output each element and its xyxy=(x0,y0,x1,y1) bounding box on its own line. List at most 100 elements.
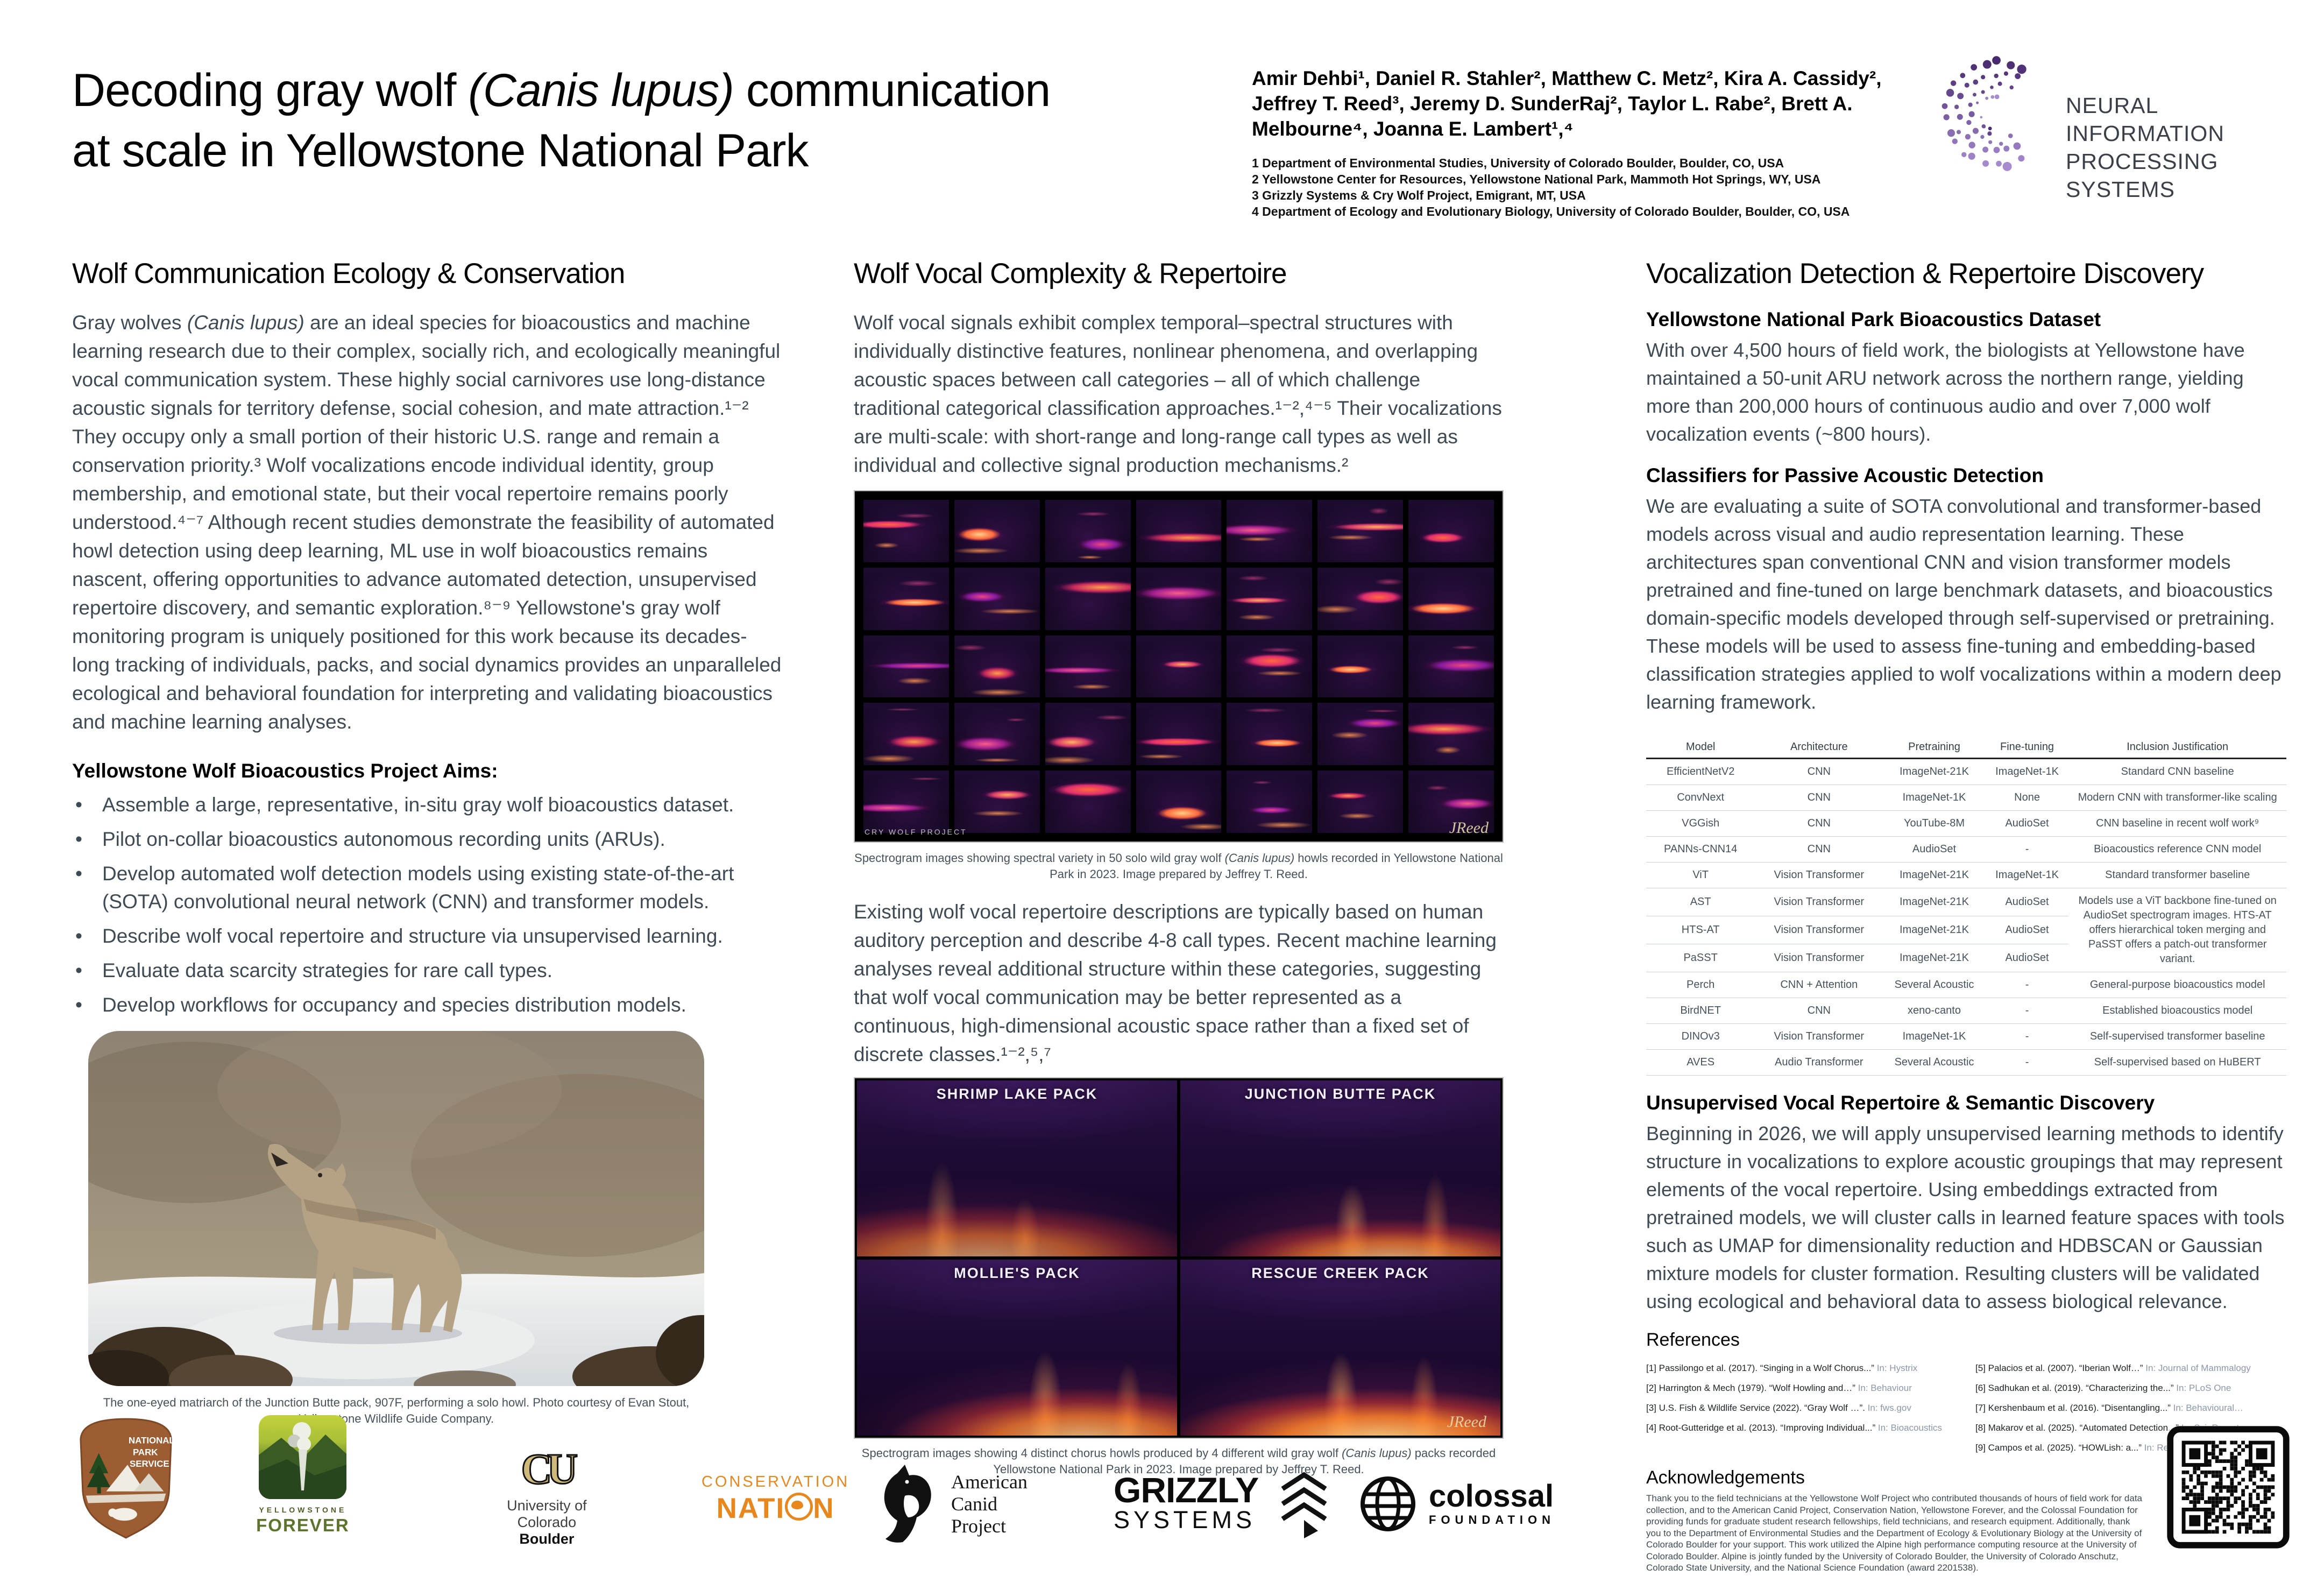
repertoire-paragraph: Existing wolf vocal repertoire descripti… xyxy=(854,901,1497,1065)
neurips-line1: NEURAL INFORMATION xyxy=(2066,93,2224,146)
list-item: Assemble a large, representative, in-sit… xyxy=(72,791,783,819)
aims-heading: Yellowstone Wolf Bioacoustics Project Ai… xyxy=(72,760,498,782)
poster-root: { "accent": {"body_text": "#3e4a54", "ve… xyxy=(0,0,2324,1550)
acknowledgements-text: Thank you to the field technicians at th… xyxy=(1646,1493,2143,1573)
ref-text: [8] Makarov et al. (2025). “Automated De… xyxy=(1975,1423,2181,1433)
table-row: ViT Vision Transformer ImageNet-21K ImageNe… xyxy=(1646,862,2286,888)
qr-code xyxy=(2167,1426,2290,1549)
spectrogram-tile xyxy=(863,500,949,562)
classifiers-paragraph: We are evaluating a suite of SOTA convol… xyxy=(1646,495,2282,713)
affiliation-list: 1 Department of Environmental Studies, U… xyxy=(1252,155,1924,220)
spectrogram-tile xyxy=(1408,703,1494,766)
spectrogram-tile xyxy=(1227,703,1313,766)
reference-column-left: [1] Passilongo et al. (2017). “Singing i… xyxy=(1646,1358,1957,1458)
acp-line1: American xyxy=(951,1471,1028,1493)
figure1-caption: Spectrogram images showing spectral vari… xyxy=(854,850,1504,882)
figure-signature: JReed xyxy=(1447,1413,1486,1431)
table-cell: Perch xyxy=(1646,972,1755,998)
neurips-wordmark: NEURAL INFORMATION PROCESSING SYSTEMS xyxy=(2066,91,2313,203)
spectrogram-tile xyxy=(1317,635,1404,698)
nps-logo-icon: NATIONAL PARK SERVICE xyxy=(80,1418,175,1539)
reference: [7] Kershenbaum et al. (2016). “Disentan… xyxy=(1975,1398,2286,1418)
spectrogram-tile xyxy=(1045,771,1131,833)
ecology-paragraph: Gray wolves (Canis lupus) are an ideal s… xyxy=(72,308,783,736)
table-cell: Vision Transformer xyxy=(1755,916,1883,944)
neurips-dots-icon xyxy=(1942,56,2027,171)
ref-text: [4] Root-Gutteridge et al. (2013). “Impr… xyxy=(1646,1423,1878,1433)
pack-label: RESCUE CREEK PACK xyxy=(1251,1265,1429,1281)
wolf-photo xyxy=(88,1031,704,1386)
yellowstone-forever-line2: FOREVER xyxy=(256,1515,350,1535)
column-header: Pretraining xyxy=(1883,737,1986,759)
table-cell: ImageNet-21K xyxy=(1883,944,1986,972)
affiliation: 3 Grizzly Systems & Cry Wolf Project, Em… xyxy=(1252,188,1586,202)
list-item: Describe wolf vocal repertoire and struc… xyxy=(72,922,783,950)
affiliation: 2 Yellowstone Center for Resources, Yell… xyxy=(1252,172,1821,186)
conservation-line: CONSERVATION xyxy=(701,1473,850,1490)
spectrogram-tile xyxy=(1317,703,1404,766)
column-header: Architecture xyxy=(1755,737,1883,759)
ref-venue: In: Behaviour xyxy=(1858,1383,1912,1393)
yellowstone-forever-line1: YELLOWSTONE xyxy=(259,1506,347,1514)
table-cell: HTS-AT xyxy=(1646,916,1755,944)
table-cell-merged: Models use a ViT backbone fine-tuned on … xyxy=(2068,888,2286,972)
spectrogram-tile xyxy=(1136,567,1222,630)
table-cell: AudioSet xyxy=(1985,944,2069,972)
nation-post: N xyxy=(813,1493,835,1524)
caption-pre: Spectrogram images showing 4 distinct ch… xyxy=(861,1446,1342,1460)
title-species: (Canis lupus) xyxy=(468,65,734,116)
title-pre: Decoding gray wolf xyxy=(72,65,469,116)
spectrogram-tile xyxy=(954,567,1040,630)
ref-text: [7] Kershenbaum et al. (2016). “Disentan… xyxy=(1975,1403,2173,1413)
spectrogram-tile xyxy=(1227,635,1313,698)
reference: [6] Sadhukan et al. (2019). “Characteriz… xyxy=(1975,1378,2286,1398)
table-cell: YouTube-8M xyxy=(1883,810,1986,837)
table-cell: VGGish xyxy=(1646,810,1755,837)
section-heading-ecology: Wolf Communication Ecology & Conservatio… xyxy=(72,258,625,289)
spectrogram-tile xyxy=(1408,500,1494,562)
table-cell: CNN + Attention xyxy=(1755,972,1883,998)
table-row: PANNs-CNN14 CNN AudioSet - Bioacoustics refe… xyxy=(1646,836,2286,863)
yellowstone-forever-logo: YELLOWSTONE FOREVER xyxy=(256,1415,350,1536)
spectrogram-tile xyxy=(863,703,949,766)
table-header-row: Model Architecture Pretraining Fine-tuni… xyxy=(1646,737,2286,759)
grizzly-line1: GRIZZLY xyxy=(1114,1470,1259,1510)
figure-signature: JReed xyxy=(1449,819,1489,837)
table-row: VGGish CNN YouTube-8M AudioSet CNN baseline … xyxy=(1646,810,2286,837)
dataset-paragraph: With over 4,500 hours of field work, the… xyxy=(1646,339,2245,445)
spectrogram-tile xyxy=(954,771,1040,833)
spectrogram-tile xyxy=(954,500,1040,562)
table-cell: EfficientNetV2 xyxy=(1646,758,1755,785)
table-row: DINOv3 Vision Transformer ImageNet-1K - Self… xyxy=(1646,1023,2286,1050)
bison-globe-icon xyxy=(785,1493,813,1521)
globe-icon xyxy=(1361,1476,1415,1531)
para-species: (Canis lupus) xyxy=(187,312,304,334)
table-cell: AudioSet xyxy=(1883,836,1986,863)
para-post: are an ideal species for bioacoustics an… xyxy=(72,312,782,733)
table-cell: ImageNet-21K xyxy=(1883,758,1986,785)
table-cell: CNN xyxy=(1755,998,1883,1024)
column-header: Fine-tuning xyxy=(1985,737,2069,759)
aims-list: Assemble a large, representative, in-sit… xyxy=(72,791,783,1019)
table-cell: AST xyxy=(1646,888,1755,916)
title-line1: Decoding gray wolf (Canis lupus) communi… xyxy=(72,60,1229,121)
table-cell: Several Acoustic xyxy=(1883,1049,1986,1076)
caption-post: howls recorded in Yellowstone National P… xyxy=(1050,851,1503,881)
affiliation: 4 Department of Ecology and Evolutionary… xyxy=(1252,204,1850,218)
table-cell: Audio Transformer xyxy=(1755,1049,1883,1076)
solo-howl-spectrogram-figure: CRY WOLF PROJECT JReed xyxy=(854,490,1504,843)
chorus-quadrant: RESCUE CREEK PACK JReed xyxy=(1180,1260,1500,1436)
ref-venue: In: Hystrix xyxy=(1876,1363,1918,1373)
acp-wordmark: American Canid Project xyxy=(951,1471,1028,1537)
section-heading-detection: Vocalization Detection & Repertoire Disc… xyxy=(1646,258,2204,289)
author-list: Amir Dehbi¹, Daniel R. Stahler², Matthew… xyxy=(1252,67,1882,140)
table-cell: ImageNet-21K xyxy=(1883,916,1986,944)
unsupervised-paragraph: Beginning in 2026, we will apply unsuper… xyxy=(1646,1122,2285,1312)
cu-glyph-icon: CU xyxy=(520,1445,578,1494)
table-cell: - xyxy=(1985,998,2069,1024)
table-cell: ImageNet-1K xyxy=(1883,785,1986,811)
table-cell: Vision Transformer xyxy=(1755,888,1883,916)
colossal-line1: colossal xyxy=(1429,1479,1554,1514)
spectrogram-tile xyxy=(1136,703,1222,766)
list-item: Develop automated wolf detection models … xyxy=(72,860,783,916)
